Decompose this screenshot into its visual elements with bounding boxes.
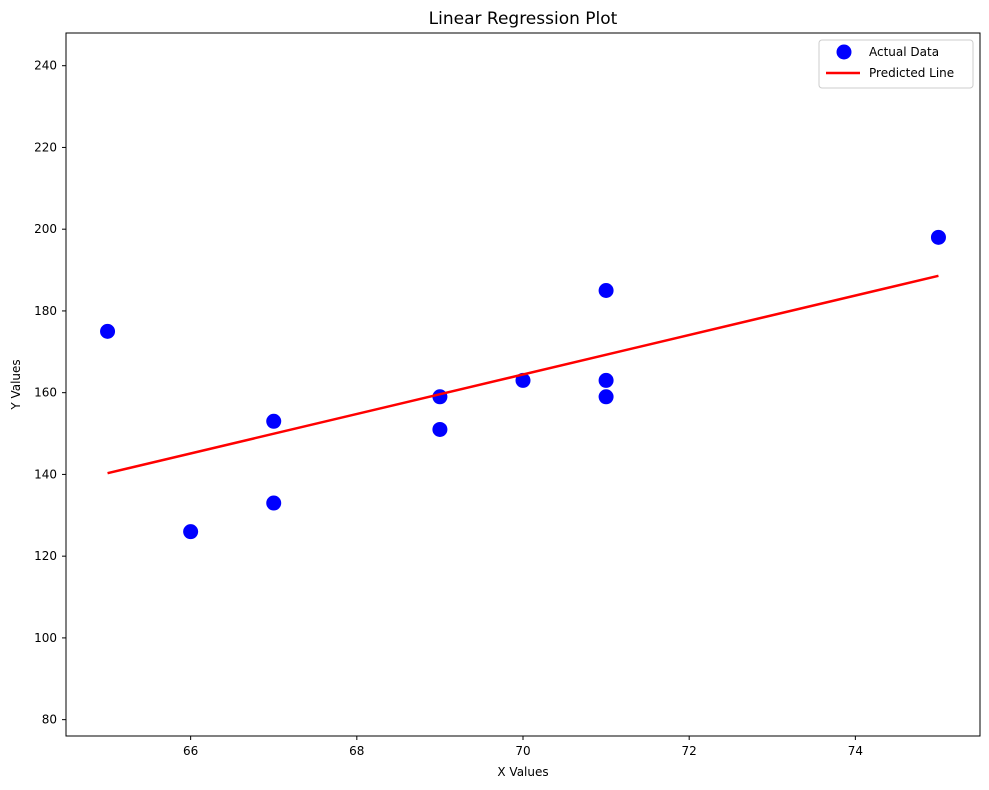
y-tick-label: 80 [42,713,57,727]
data-point [432,421,448,437]
legend-marker-actual-data [836,44,852,60]
y-tick-label: 140 [34,467,57,481]
data-point [432,389,448,405]
data-point [598,282,614,298]
data-point [930,229,946,245]
x-tick-label: 66 [183,744,198,758]
data-point [100,323,116,339]
y-tick-label: 240 [34,59,57,73]
x-tick-label: 74 [848,744,863,758]
x-axis-ticks: 66 68 70 72 74 [183,736,863,758]
data-point [266,413,282,429]
data-point [183,524,199,540]
x-tick-label: 72 [682,744,697,758]
legend-label-actual-data: Actual Data [869,45,939,59]
chart-title: Linear Regression Plot [429,9,618,29]
series-predicted-line [107,274,939,475]
y-tick-label: 180 [34,304,57,318]
x-axis-label: X Values [497,765,548,779]
y-tick-label: 220 [34,140,57,154]
data-point [515,372,531,388]
y-axis-label: Y Values [9,359,23,410]
data-point [598,372,614,388]
y-axis-ticks: 80 100 120 140 160 180 200 220 240 [34,59,66,727]
data-point [598,389,614,405]
legend-label-predicted-line: Predicted Line [869,66,954,80]
x-tick-label: 70 [515,744,530,758]
legend-box [818,39,974,89]
plot-area [100,229,946,540]
y-tick-label: 100 [34,631,57,645]
x-tick-label: 68 [349,744,364,758]
legend: Actual Data Predicted Line [818,39,974,89]
y-tick-label: 120 [34,549,57,563]
y-tick-label: 160 [34,386,57,400]
data-point [266,495,282,511]
y-tick-label: 200 [34,222,57,236]
